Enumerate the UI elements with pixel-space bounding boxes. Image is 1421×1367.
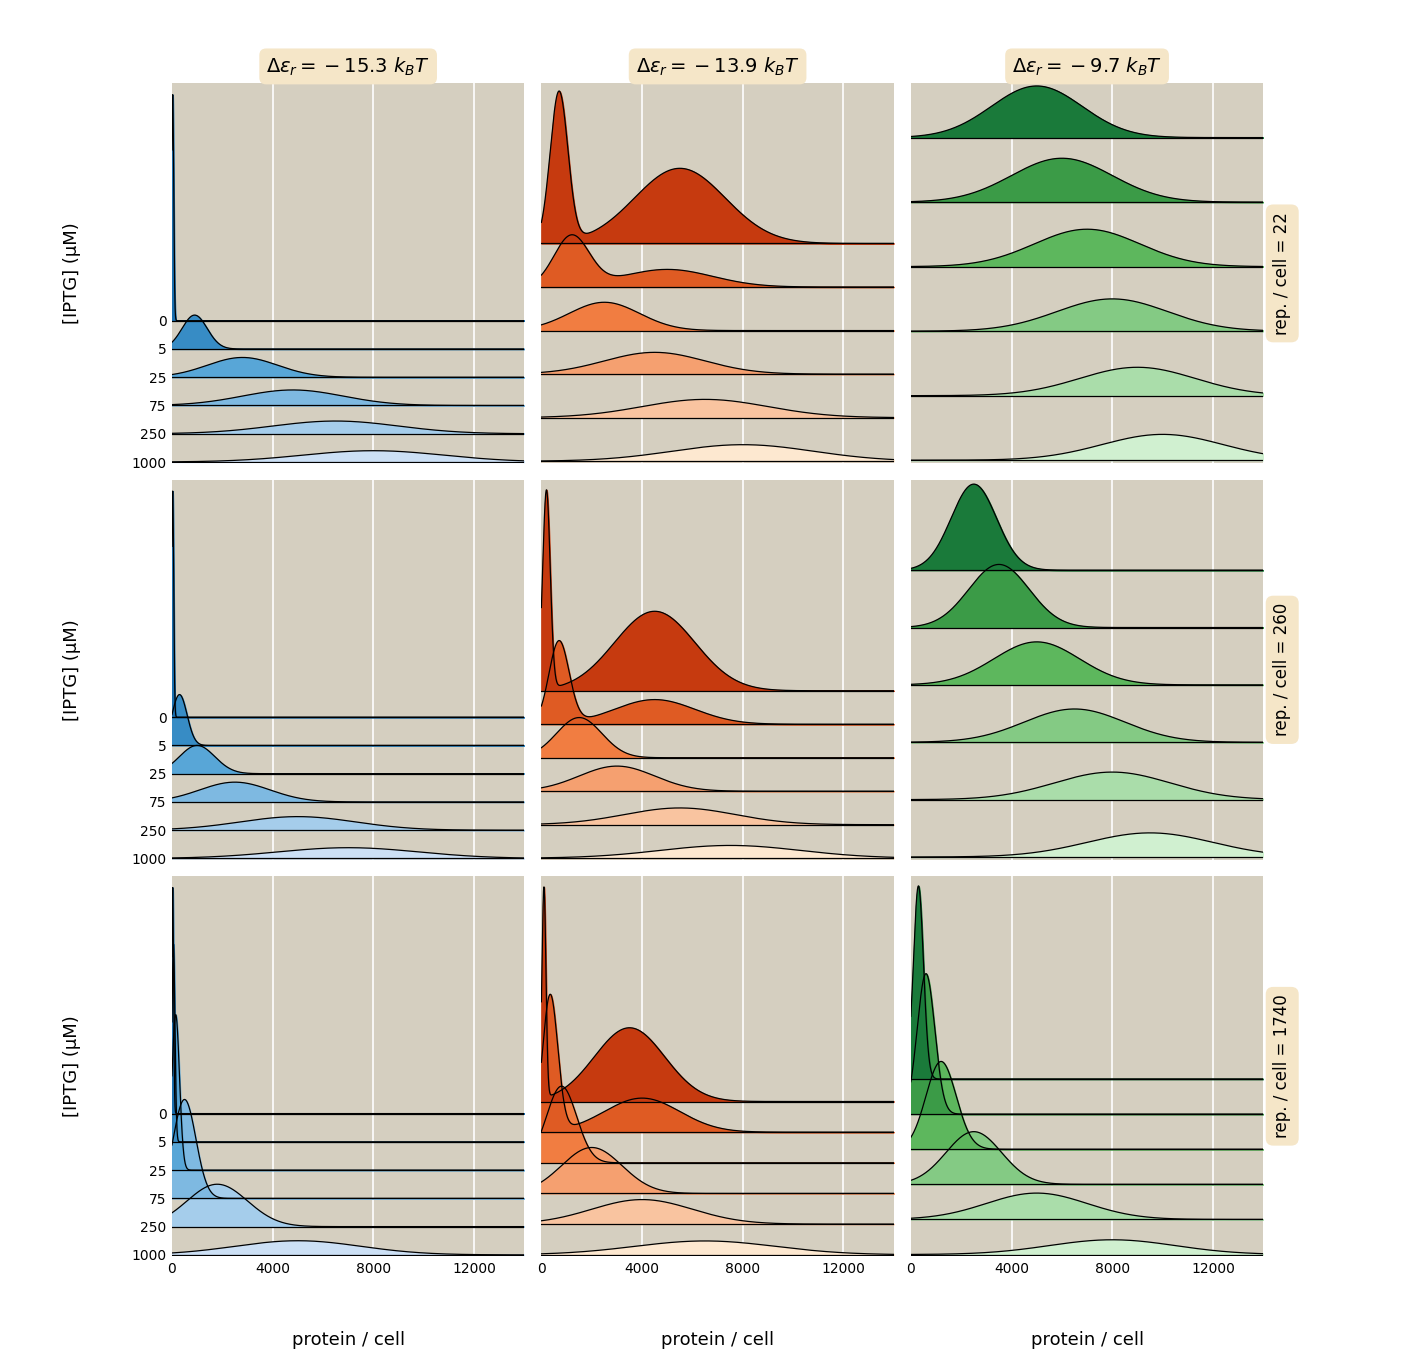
Title: $\Delta\varepsilon_r = -15.3\ k_BT$: $\Delta\varepsilon_r = -15.3\ k_BT$ [266, 55, 431, 78]
Text: rep. / cell = 22: rep. / cell = 22 [1273, 212, 1292, 335]
Text: protein / cell: protein / cell [1030, 1331, 1144, 1349]
Text: protein / cell: protein / cell [291, 1331, 405, 1349]
Title: $\Delta\varepsilon_r = -9.7\ k_BT$: $\Delta\varepsilon_r = -9.7\ k_BT$ [1012, 55, 1162, 78]
Text: [IPTG] (μM): [IPTG] (μM) [64, 1016, 81, 1117]
Text: [IPTG] (μM): [IPTG] (μM) [64, 619, 81, 720]
Title: $\Delta\varepsilon_r = -13.9\ k_BT$: $\Delta\varepsilon_r = -13.9\ k_BT$ [635, 55, 800, 78]
Text: rep. / cell = 1740: rep. / cell = 1740 [1273, 994, 1292, 1139]
Text: rep. / cell = 260: rep. / cell = 260 [1273, 603, 1292, 737]
Text: protein / cell: protein / cell [661, 1331, 774, 1349]
Text: [IPTG] (μM): [IPTG] (μM) [64, 223, 81, 324]
